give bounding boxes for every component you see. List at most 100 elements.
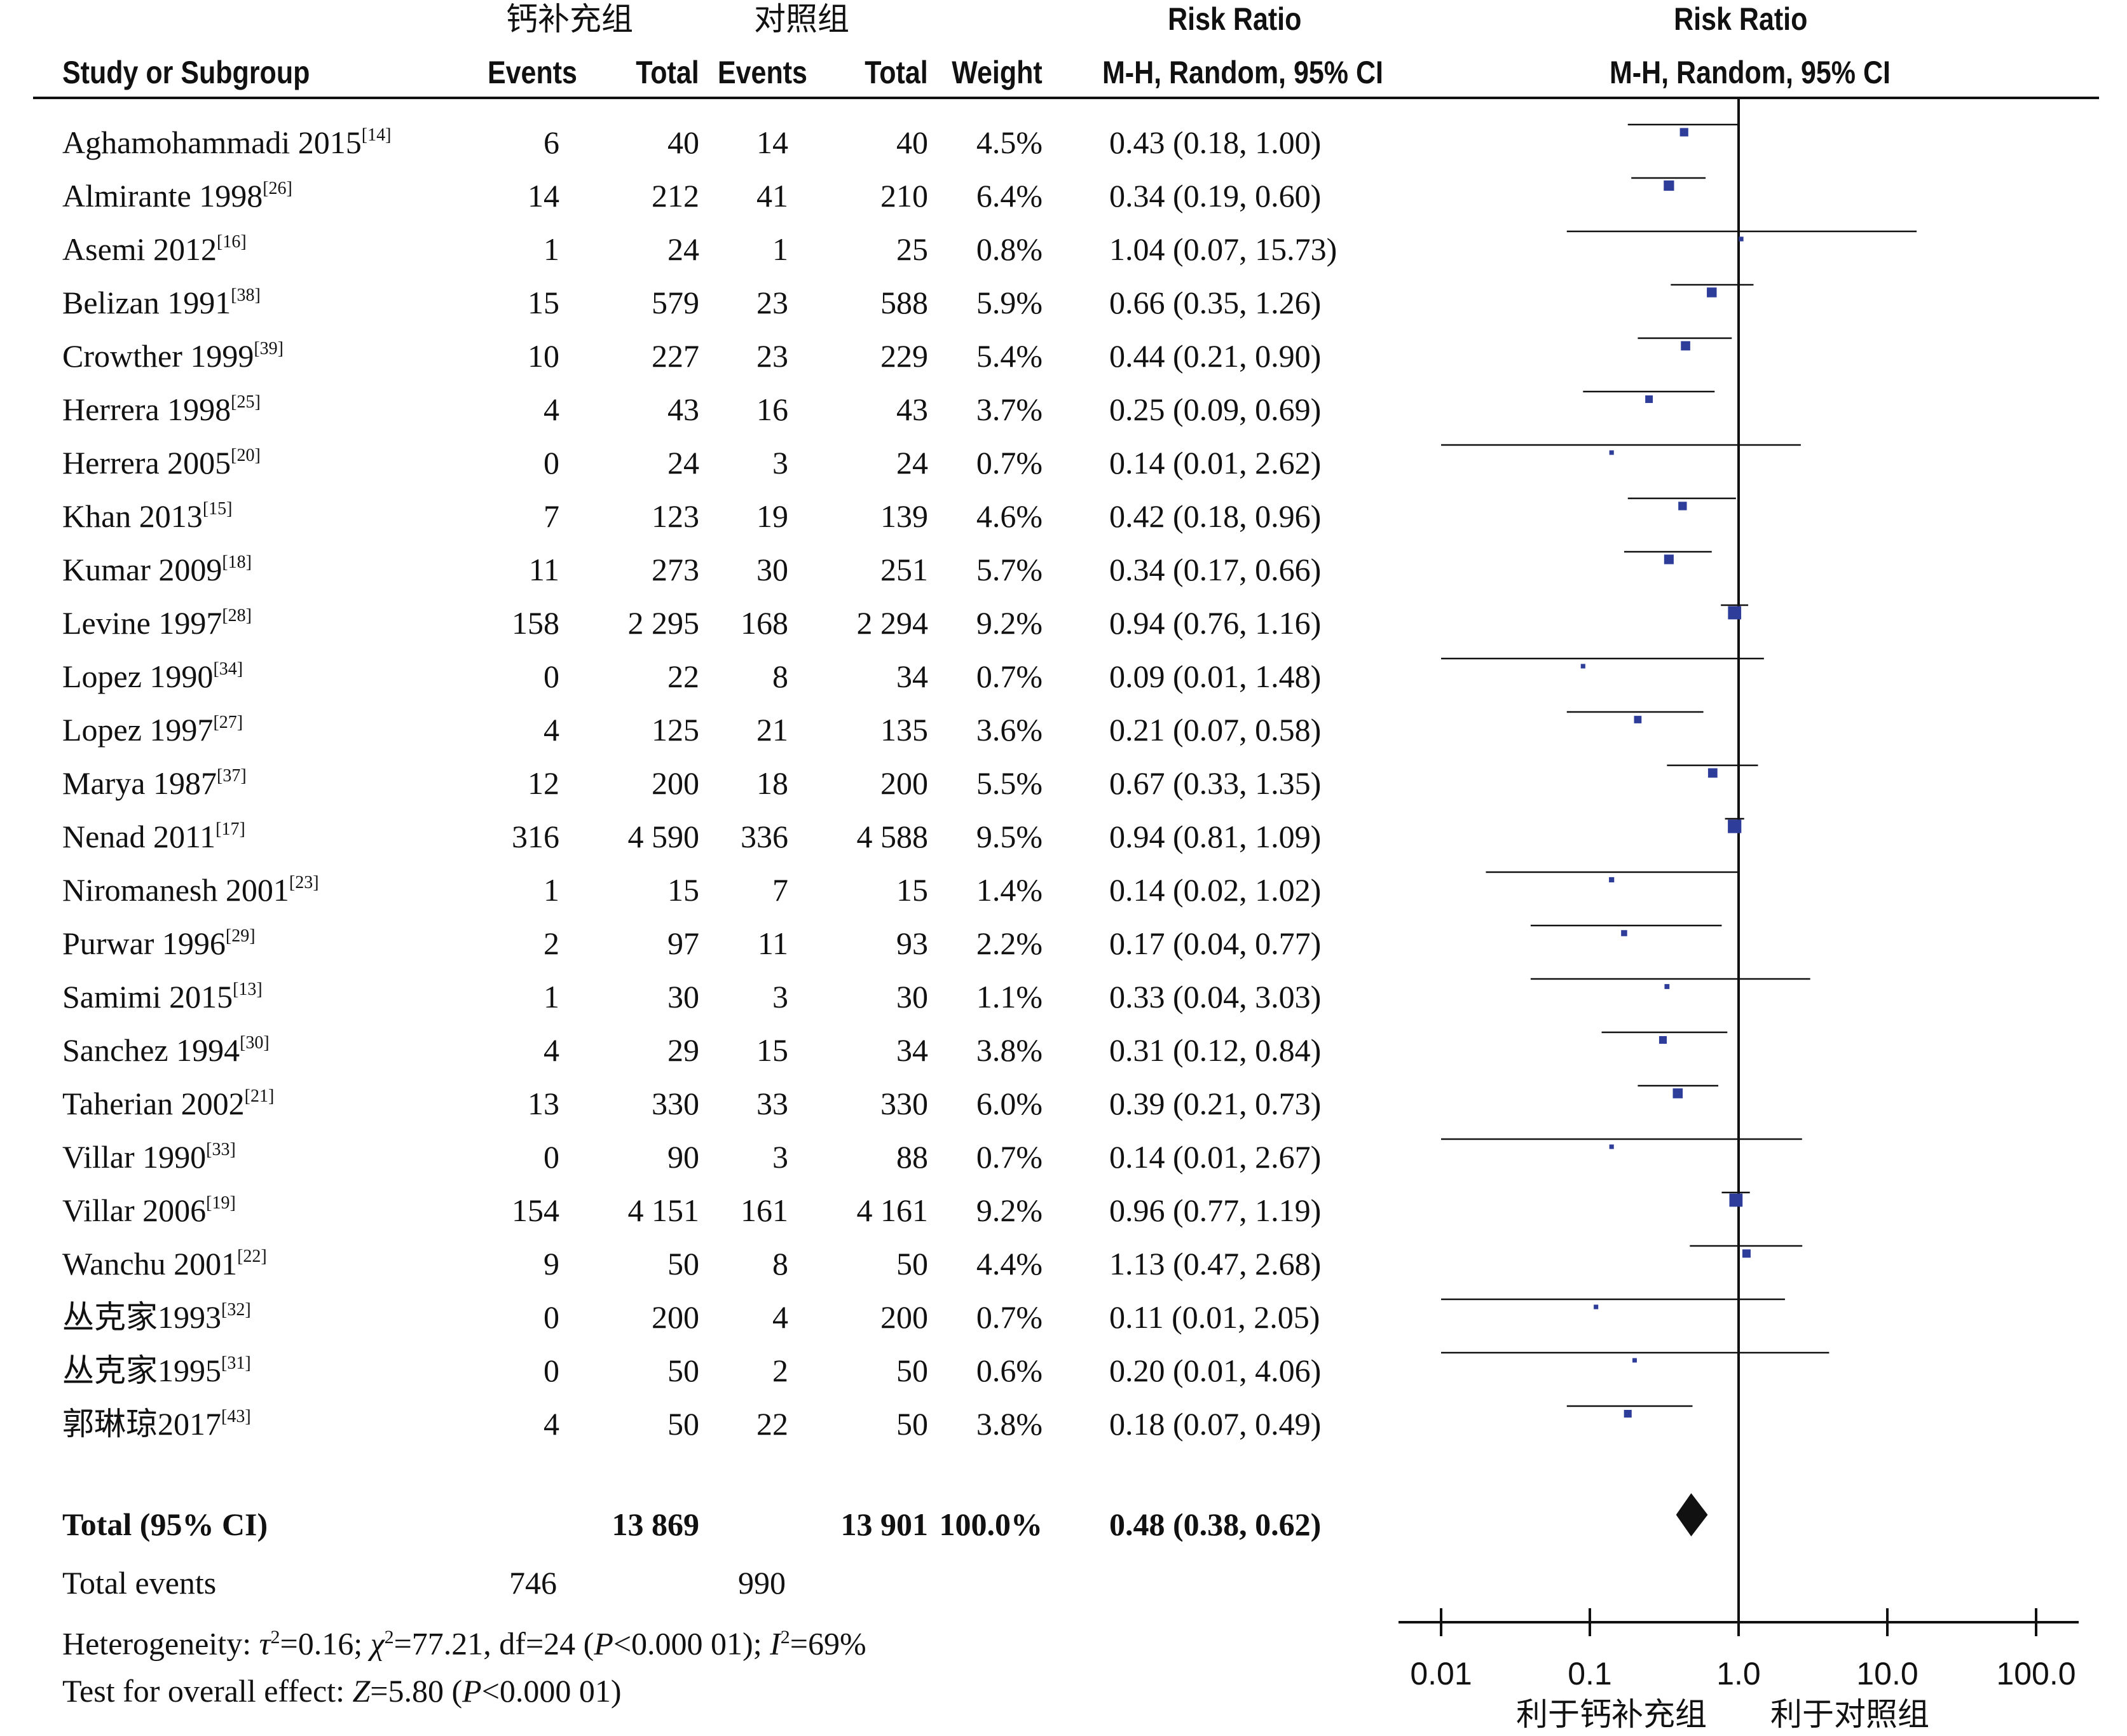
study-name: 丛克家1993[32] [62,1290,251,1344]
risk-ratio-ci: 0.31 (0.12, 0.84) [1109,1032,1322,1068]
total-group1: 123 [652,498,699,534]
z-value: =5.80 ( [370,1673,463,1709]
risk-ratio-ci: 0.66 (0.35, 1.26) [1109,285,1322,320]
events-group1: 10 [528,338,559,374]
study-name: Khan 2013[15] [62,489,232,543]
chi-symbol: χ [370,1625,385,1662]
table-row: Wanchu 2001[22] 9 50 8 50 4.4% 1.13 (0.47, 2.6… [0,1237,1437,1290]
events-group2: 336 [741,819,788,854]
x-tick-label: 0.1 [1568,1656,1612,1692]
total-group2: 88 [896,1139,928,1175]
weight-value: 1.1% [976,979,1043,1015]
total-group2: 93 [896,926,928,961]
study-name: Samimi 2015[13] [62,970,263,1023]
table-row: Herrera 1998[25] 4 43 16 43 3.7% 0.25 (0.09, 0… [0,383,1437,436]
total-group1: 50 [667,1353,699,1388]
risk-ratio-ci: 0.14 (0.02, 1.02) [1109,872,1322,908]
events-group1: 6 [544,125,559,160]
study-name: Herrera 2005[20] [62,436,261,489]
events-group1: 0 [544,445,559,481]
point-estimate-marker [1672,1088,1683,1098]
point-estimate-marker [1594,1304,1599,1309]
events-group1: 4 [544,392,559,427]
study-label: Villar 2006 [62,1193,207,1228]
events-group2: 16 [756,392,788,427]
study-reference: [16] [217,232,247,252]
events-group1: 7 [544,498,559,534]
events-group2: 1 [772,231,788,267]
overall-effect-text: Test for overall effect: Z=5.80 (P<0.000… [62,1664,622,1718]
risk-ratio-ci: 0.21 (0.07, 0.58) [1109,712,1322,748]
events-group1: 0 [544,1299,559,1335]
events-group1: 15 [528,285,559,320]
events-group2: 23 [756,285,788,320]
study-reference: [18] [222,552,252,572]
table-row: 丛克家1993[32] 0 200 4 200 0.7% 0.11 (0.01, 2.05) [0,1290,1437,1344]
total-group1: 200 [652,765,699,801]
weight-value: 2.2% [976,926,1043,961]
events-group2: 168 [741,605,788,641]
events-group2: 33 [756,1086,788,1121]
point-estimate-marker [1645,395,1653,403]
events-group2: 3 [772,445,788,481]
events-group1: 154 [512,1193,559,1228]
study-name: Sanchez 1994[30] [62,1023,270,1077]
study-name: Wanchu 2001[22] [62,1237,267,1290]
risk-ratio-ci: 0.25 (0.09, 0.69) [1109,392,1322,427]
study-reference: [38] [231,285,261,305]
weight-value: 3.8% [976,1406,1043,1442]
point-estimate-marker [1664,984,1670,989]
study-label: Crowther 1999 [62,338,254,374]
study-name: Herrera 1998[25] [62,383,261,436]
point-estimate-marker [1624,1409,1632,1418]
events-group2: 7 [772,872,788,908]
study-name: Niromanesh 2001[23] [62,863,319,917]
point-estimate-marker [1681,341,1690,351]
table-row: Lopez 1990[34] 0 22 8 34 0.7% 0.09 (0.01, 1.48… [0,650,1437,703]
point-estimate-marker [1664,554,1674,564]
table-row: Kumar 2009[18] 11 273 30 251 5.7% 0.34 (0.17, … [0,543,1437,596]
total-group2: 588 [880,285,928,320]
total-label: Total (95% CI) [62,1507,268,1542]
weight-value: 5.5% [976,765,1043,801]
events1-column-header: Events [487,55,577,90]
events-group2: 18 [756,765,788,801]
risk-ratio-ci: 0.17 (0.04, 0.77) [1109,926,1322,961]
total-group1: 579 [652,285,699,320]
events-group1: 316 [512,819,559,854]
events-group2: 11 [757,926,788,961]
events-group1: 158 [512,605,559,641]
point-estimate-marker [1609,1144,1614,1149]
tau-squared: 2 [270,1627,280,1648]
study-reference: [20] [231,446,261,465]
table-row: Nenad 2011[17] 316 4 590 336 4 588 9.5% 0.94 (… [0,810,1437,863]
header-rule [33,97,2099,99]
table-row: 郭琳琼2017[43] 4 50 22 50 3.8% 0.18 (0.07, 0.49) [0,1397,1437,1451]
point-estimate-marker [1728,606,1742,620]
total-group1: 125 [652,712,699,748]
risk-ratio-ci: 0.34 (0.19, 0.60) [1109,178,1322,214]
events-group2: 8 [772,1246,788,1281]
study-label: Lopez 1997 [62,712,214,748]
events-group1: 13 [528,1086,559,1121]
study-reference: [19] [206,1193,236,1213]
table-row: Khan 2013[15] 7 123 19 139 4.6% 0.42 (0.18, 0.… [0,489,1437,543]
point-estimate-marker [1609,877,1615,883]
table-row: Niromanesh 2001[23] 1 15 7 15 1.4% 0.14 (0.02,… [0,863,1437,917]
total-group1: 50 [667,1406,699,1442]
total-group2: 34 [896,1032,928,1068]
table-row: Herrera 2005[20] 0 24 3 24 0.7% 0.14 (0.01, 2.… [0,436,1437,489]
study-label: Taherian 2002 [62,1086,245,1121]
study-label: Aghamohammadi 2015 [62,125,362,160]
total-group1: 330 [652,1086,699,1121]
study-reference: [34] [213,659,243,679]
weight-value: 5.7% [976,552,1043,587]
overall-prefix: Test for overall effect: [62,1673,353,1709]
total-group2: 210 [880,178,928,214]
study-label: Villar 1990 [62,1139,207,1175]
total-group2: 139 [880,498,928,534]
events-group2: 4 [772,1299,788,1335]
study-label: Marya 1987 [62,765,217,801]
x-tick-label: 0.01 [1410,1656,1472,1692]
weight-value: 0.7% [976,659,1043,694]
